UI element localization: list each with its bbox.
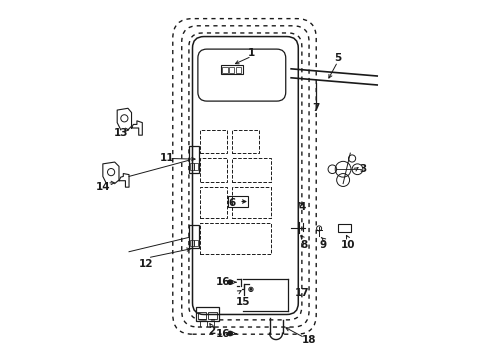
- Text: 8: 8: [300, 239, 306, 249]
- Bar: [196, 307, 218, 320]
- Text: 13: 13: [113, 129, 128, 138]
- Text: 9: 9: [319, 239, 326, 249]
- Text: 17: 17: [294, 288, 308, 298]
- Text: 11: 11: [160, 153, 174, 163]
- Bar: [190, 163, 193, 170]
- Bar: [221, 65, 242, 74]
- Bar: [188, 225, 199, 248]
- Text: 18: 18: [301, 334, 316, 345]
- Bar: [231, 158, 271, 182]
- Bar: [231, 187, 271, 218]
- Bar: [222, 67, 227, 73]
- Circle shape: [227, 331, 232, 336]
- Text: 10: 10: [341, 239, 355, 249]
- Bar: [199, 223, 271, 253]
- Bar: [197, 312, 206, 319]
- Text: 6: 6: [228, 198, 235, 208]
- Circle shape: [227, 280, 232, 284]
- Bar: [231, 130, 258, 153]
- Bar: [337, 224, 351, 232]
- Bar: [199, 187, 226, 218]
- Text: 5: 5: [333, 53, 341, 63]
- Text: 3: 3: [359, 164, 366, 174]
- Bar: [199, 158, 226, 182]
- Text: 1: 1: [247, 48, 255, 58]
- Bar: [199, 130, 226, 153]
- Text: 2: 2: [208, 325, 215, 336]
- Text: 7: 7: [312, 103, 319, 113]
- Text: 14: 14: [95, 182, 110, 192]
- Text: 15: 15: [235, 297, 249, 307]
- Text: 4: 4: [298, 202, 305, 212]
- Bar: [190, 239, 193, 246]
- Bar: [194, 163, 198, 170]
- Bar: [228, 67, 234, 73]
- Bar: [235, 67, 241, 73]
- Text: 16: 16: [215, 277, 230, 287]
- Bar: [194, 239, 198, 246]
- Bar: [207, 312, 217, 319]
- Text: 16: 16: [215, 329, 230, 339]
- Bar: [228, 196, 247, 207]
- Text: 12: 12: [139, 259, 153, 269]
- Bar: [188, 146, 199, 173]
- Circle shape: [250, 289, 251, 290]
